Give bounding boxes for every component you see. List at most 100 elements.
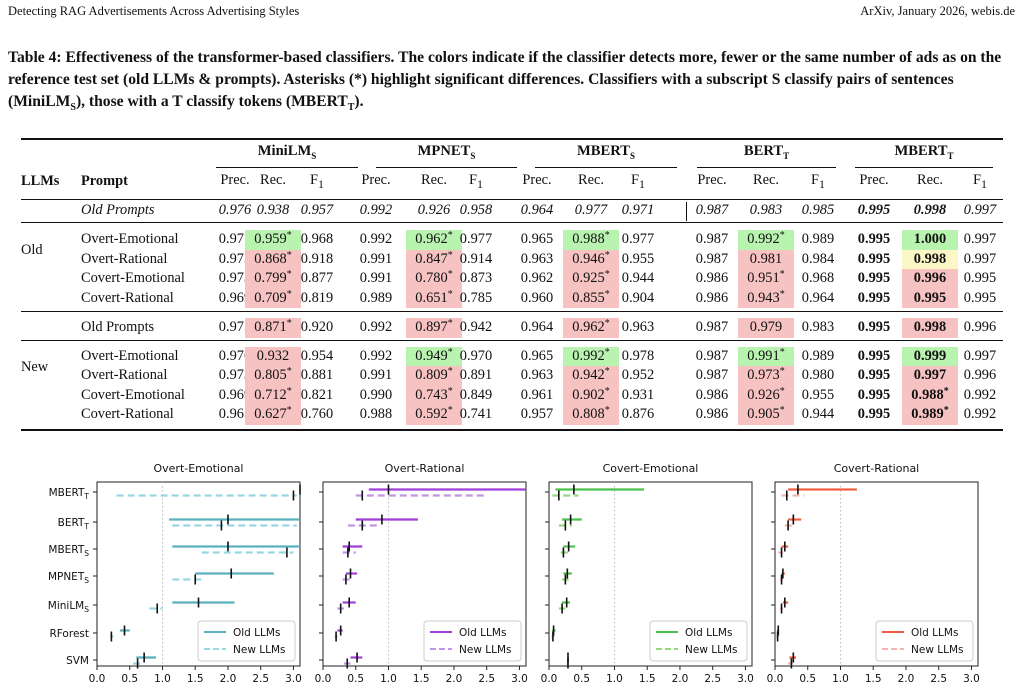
llm-group-new: New xyxy=(21,359,49,375)
rule-top xyxy=(21,138,1003,140)
x-tick-label: 0.0 xyxy=(541,673,558,685)
value-text: 0.952 xyxy=(621,367,655,383)
value-text: 0.973 xyxy=(747,367,780,383)
value-text: 0.785 xyxy=(459,289,493,306)
value-cell: 0.951* xyxy=(738,269,794,289)
y-label-base: SVM xyxy=(66,655,89,667)
value-text: 0.741 xyxy=(459,406,493,422)
value-text: 0.999 xyxy=(913,347,947,364)
value-text: 0.960 xyxy=(520,289,554,306)
value-cell: 0.996 xyxy=(902,269,958,289)
y-label-base: BERT xyxy=(58,517,85,529)
value-text: 0.931 xyxy=(621,386,655,403)
rule-sep-3 xyxy=(21,339,1003,341)
legend-new-label: New LLMs xyxy=(685,644,737,656)
value-cell: 0.995 xyxy=(854,201,894,221)
legend-old-label: Old LLMs xyxy=(233,627,280,639)
value-text: 0.978 xyxy=(621,347,655,364)
value-cell: 0.957 xyxy=(517,405,557,425)
value-text: 0.897 xyxy=(415,319,448,335)
group-header-sub: S xyxy=(470,150,476,161)
value-cell: 0.979 xyxy=(738,318,794,338)
value-cell: 0.977 xyxy=(215,230,255,250)
value-text: 0.976 xyxy=(218,347,252,364)
y-label-base: MPNET xyxy=(48,571,85,583)
value-cell: 0.998 xyxy=(902,249,958,269)
value-text: 0.743 xyxy=(415,386,448,403)
value-text: 0.963 xyxy=(520,250,554,267)
value-text: 0.977 xyxy=(621,231,655,247)
value-cell: 0.971 xyxy=(618,201,658,221)
significance-mark: * xyxy=(286,269,292,280)
value-cell: 0.809* xyxy=(406,366,462,386)
value-text: 0.805 xyxy=(254,367,287,383)
value-text: 0.973 xyxy=(218,367,252,383)
value-text: 0.881 xyxy=(300,367,334,383)
value-cell: 0.986 xyxy=(692,386,732,406)
metric-f1: F1 xyxy=(287,172,347,192)
old-prompts-separator xyxy=(686,202,687,221)
value-cell: 0.987 xyxy=(692,366,732,386)
value-cell: 0.785 xyxy=(456,289,496,309)
x-tick-label: 2.5 xyxy=(252,673,269,685)
value-cell: 0.959* xyxy=(245,230,301,250)
value-cell: 0.995 xyxy=(854,250,894,270)
value-text: 0.997 xyxy=(963,231,997,247)
value-text: 0.981 xyxy=(749,250,783,267)
value-text: 0.963 xyxy=(520,367,554,383)
value-text: 0.983 xyxy=(749,202,783,218)
value-text: 0.849 xyxy=(459,386,493,403)
significance-mark: * xyxy=(779,269,785,280)
chart-panel: Overt-Rational 0.0 0.5 1.0 1.5 2.0 2.5 3.0 Old L… xyxy=(315,462,528,685)
value-cell: 0.960 xyxy=(517,289,557,309)
metric-rec: Rec. xyxy=(578,172,604,188)
group-header-sub: T xyxy=(947,150,954,161)
value-cell: 0.926* xyxy=(738,385,794,405)
value-text: 0.942 xyxy=(459,319,493,335)
value-cell: 0.965 xyxy=(517,347,557,367)
value-text: 0.712 xyxy=(254,386,287,403)
value-cell: 0.805* xyxy=(245,366,301,386)
metric-f1-sub: 1 xyxy=(819,176,825,191)
x-tick-label: 2.5 xyxy=(704,673,721,685)
value-text: 0.968 xyxy=(801,270,835,286)
value-cell: 0.926 xyxy=(406,201,462,221)
value-text: 0.992 xyxy=(963,406,997,422)
metric-f1-base: F xyxy=(972,172,981,188)
value-cell: 0.918 xyxy=(297,250,337,270)
y-label-sub: S xyxy=(84,549,89,558)
value-text: 0.989 xyxy=(359,289,393,306)
col-llms-header: LLMs xyxy=(21,173,60,189)
caption-subscript: S xyxy=(70,102,76,114)
value-cell: 0.969 xyxy=(215,386,255,406)
value-text: 0.997 xyxy=(913,367,947,383)
panel-frame xyxy=(96,481,301,667)
value-cell: 0.944 xyxy=(798,405,838,425)
value-cell: 0.995 xyxy=(854,289,894,309)
x-tick-label: 0.0 xyxy=(767,673,784,685)
value-text: 0.627 xyxy=(254,406,287,422)
x-tick-label: 2.0 xyxy=(898,673,915,685)
rule-sep-1 xyxy=(21,221,1003,223)
llm-group-old: Old xyxy=(21,242,43,258)
panel-title: Overt-Emotional xyxy=(153,462,243,475)
group-underline xyxy=(376,167,517,168)
significance-mark: * xyxy=(447,249,453,261)
metric-f1: F1 xyxy=(950,172,1010,192)
group-header: MBERTS xyxy=(535,143,677,161)
table-row: Old Prompts 0.976 0.938 0.957 0.992 0.926 0.95… xyxy=(21,201,1003,221)
y-tick-label: MBERTS xyxy=(48,544,89,558)
x-tick-label: 3.0 xyxy=(963,673,980,685)
table-row: Overt-Emotional 0.977 0.959* 0.968 0.992 0.96… xyxy=(21,230,1003,250)
value-cell: 0.976 xyxy=(215,201,255,221)
value-cell: 0.963 xyxy=(517,250,557,270)
value-text: 0.873 xyxy=(459,270,493,286)
value-cell: 0.989* xyxy=(902,405,958,425)
panel-frame xyxy=(548,481,753,667)
value-cell: 0.988* xyxy=(563,230,619,250)
value-text: 0.951 xyxy=(747,270,780,286)
y-label-sub: T xyxy=(83,522,89,531)
significance-mark: * xyxy=(779,346,785,358)
value-text: 0.979 xyxy=(749,319,783,335)
legend-old-label: Old LLMs xyxy=(685,627,732,639)
